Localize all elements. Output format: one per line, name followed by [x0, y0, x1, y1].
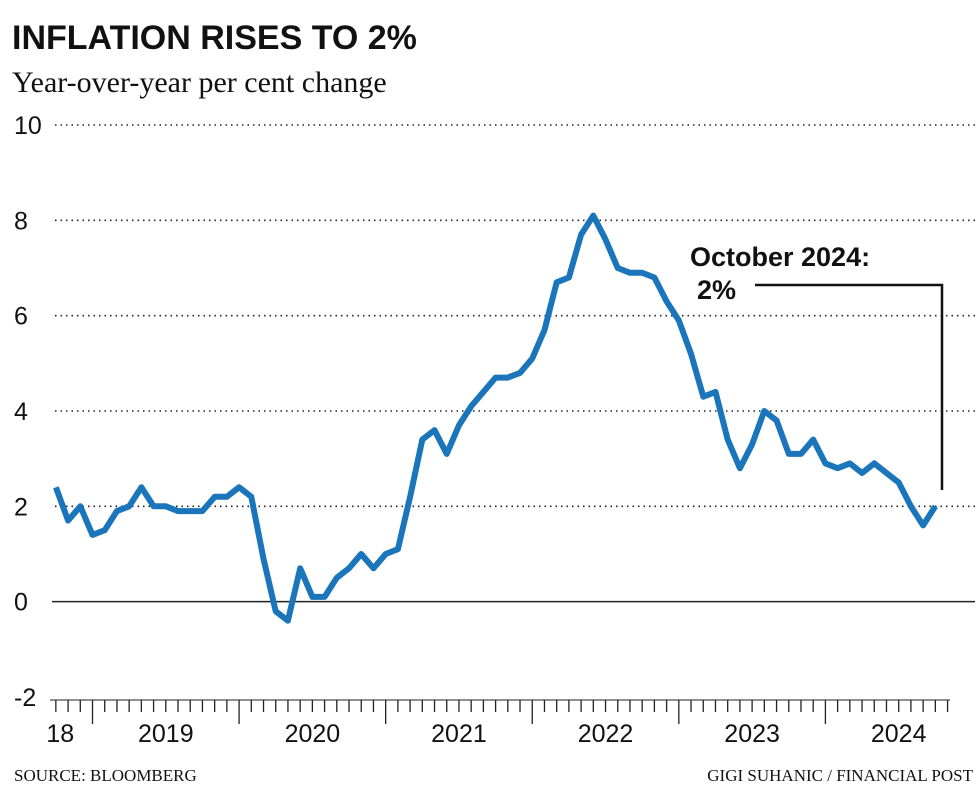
y-tick-label: 4 [14, 398, 28, 426]
chart-subtitle: Year-over-year per cent change [12, 66, 387, 99]
source: SOURCE: BLOOMBERG [14, 766, 197, 785]
y-tick-label: 10 [14, 112, 42, 140]
y-tick-label: 2 [14, 493, 28, 521]
annotation: 2% [697, 275, 736, 305]
x-tick-label: 2019 [138, 720, 194, 748]
x-tick-label: 2021 [431, 720, 487, 748]
y-tick-label: 8 [14, 207, 28, 235]
x-tick-label: 2020 [285, 720, 341, 748]
data-line [53, 212, 938, 624]
y-tick-label: -2 [14, 684, 36, 712]
y-tick-label: 0 [14, 589, 28, 617]
credit: GIGI SUHANIC / FINANCIAL POST [707, 766, 973, 785]
x-tick-label: 2024 [871, 720, 927, 748]
x-tick-label: 2023 [724, 720, 780, 748]
y-tick-label: 6 [14, 303, 28, 331]
chart-title: INFLATION RISES TO 2% [12, 19, 417, 57]
x-tick-label: 2022 [578, 720, 634, 748]
x-tick-label: 18 [46, 720, 74, 748]
annotation-leader [755, 283, 944, 490]
annotation: October 2024: [690, 242, 870, 272]
